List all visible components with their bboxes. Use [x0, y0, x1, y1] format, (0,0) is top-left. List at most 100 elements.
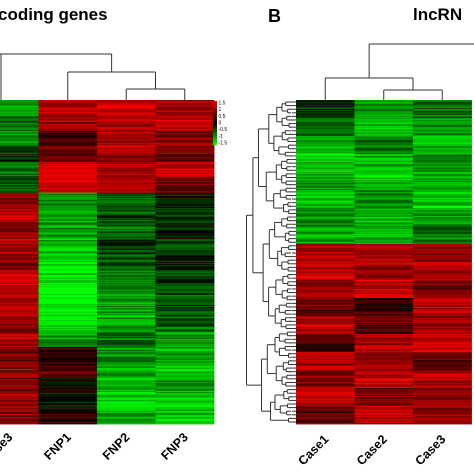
heatmap-cell — [97, 231, 156, 233]
heatmap-cell — [0, 274, 39, 276]
heatmap-cell — [38, 144, 98, 146]
heatmap-cell — [413, 247, 472, 249]
heatmap-cell — [155, 403, 215, 405]
heatmap-cell — [413, 304, 472, 307]
heatmap-cell — [0, 189, 39, 191]
heatmap-cell — [0, 297, 39, 299]
heatmap-cell — [155, 216, 215, 219]
heatmap-cell — [354, 313, 414, 316]
heatmap-cell — [155, 351, 215, 353]
heatmap-cell — [0, 407, 39, 409]
legend-swatch — [213, 109, 217, 112]
heatmap-cell — [97, 154, 156, 156]
heatmap-cell — [413, 186, 472, 189]
heatmap-cell — [354, 170, 414, 173]
legend-tick-label: 0 — [219, 121, 222, 127]
heatmap-cell — [354, 115, 414, 118]
heatmap-cell — [155, 308, 215, 310]
heatmap-cell — [296, 257, 355, 260]
heatmap-cell — [413, 354, 472, 356]
heatmap-cell — [413, 269, 472, 272]
heatmap-cell — [296, 310, 355, 312]
heatmap-cell — [38, 163, 98, 166]
heatmap-cell — [38, 358, 98, 361]
heatmap-cell — [155, 397, 215, 400]
heatmap-cell — [413, 266, 472, 269]
heatmap-cell — [354, 133, 414, 136]
heatmap-cell — [97, 244, 156, 246]
heatmap-cell — [296, 134, 355, 137]
heatmap-cell — [38, 139, 98, 142]
heatmap-cell — [155, 386, 215, 389]
heatmap-cell — [296, 265, 355, 267]
heatmap-cell — [413, 330, 472, 333]
heatmap-cell — [38, 412, 98, 415]
heatmap-cell — [38, 250, 98, 253]
heatmap-cell — [38, 124, 98, 126]
heatmap-cell — [296, 283, 355, 285]
heatmap-cell — [38, 246, 98, 249]
heatmap-cell — [0, 358, 39, 361]
heatmap-cell — [354, 298, 414, 300]
heatmap-cell — [97, 267, 156, 270]
heatmap-cell — [354, 354, 414, 356]
heatmap-cell — [354, 338, 414, 341]
heatmap-cell — [354, 386, 414, 389]
heatmap-cell — [413, 389, 472, 391]
heatmap-cell — [38, 258, 98, 261]
heatmap-cell — [38, 288, 98, 290]
heatmap-cell — [38, 282, 98, 285]
heatmap-cell — [38, 141, 98, 144]
heatmap-cell — [296, 295, 355, 298]
heatmap-cell — [155, 181, 215, 184]
heatmap-cell — [155, 215, 215, 218]
heatmap-cell — [155, 172, 215, 175]
heatmap-cell — [296, 391, 355, 393]
heatmap-cell — [296, 227, 355, 229]
heatmap-cell — [97, 399, 156, 402]
heatmap-cell — [97, 409, 156, 412]
heatmap-cell — [155, 179, 215, 181]
heatmap-cell — [354, 112, 414, 114]
heatmap-cell — [155, 346, 215, 349]
heatmap-cell — [97, 116, 156, 119]
heatmap-cell — [413, 328, 472, 330]
heatmap-cell — [38, 127, 98, 130]
legend-swatch — [213, 134, 217, 137]
heatmap-cell — [38, 214, 98, 217]
heatmap-cell — [38, 113, 98, 115]
heatmap-cell — [0, 171, 39, 174]
heatmap-cell — [38, 149, 98, 152]
heatmap-cell — [413, 357, 472, 360]
heatmap-cell — [354, 202, 414, 204]
heatmap-cell — [296, 290, 355, 292]
heatmap-cell — [97, 126, 156, 128]
heatmap-cell — [354, 178, 414, 181]
heatmap-cell — [354, 359, 414, 362]
heatmap-cell — [38, 119, 98, 122]
heatmap-cell — [38, 213, 98, 216]
heatmap-cell — [296, 271, 355, 273]
heatmap-cell — [354, 254, 414, 256]
heatmap-cell — [354, 361, 414, 363]
heatmap-cell — [354, 191, 414, 193]
heatmap-cell — [413, 344, 472, 346]
heatmap-cell — [0, 262, 39, 264]
heatmap-cell — [97, 362, 156, 364]
heatmap-cell — [413, 340, 472, 343]
heatmap-cell — [296, 260, 355, 263]
legend-tick-label: 1.5 — [219, 101, 226, 107]
heatmap-cell — [97, 100, 156, 102]
heatmap-cell — [413, 421, 472, 424]
heatmap-cell — [155, 170, 215, 173]
heatmap-cell — [354, 231, 414, 234]
heatmap-cell — [296, 402, 355, 405]
heatmap-cell — [155, 117, 215, 120]
heatmap-cell — [38, 372, 98, 374]
heatmap-cell — [155, 114, 215, 116]
heatmap-cell — [97, 171, 156, 174]
heatmap-cell — [0, 398, 39, 401]
heatmap-cell — [97, 125, 156, 127]
heatmap-cell — [0, 123, 39, 125]
heatmap-cell — [0, 365, 39, 368]
